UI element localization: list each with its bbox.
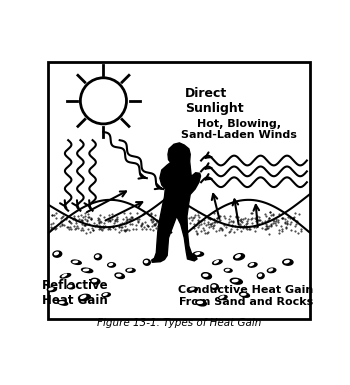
Ellipse shape	[202, 273, 211, 279]
Ellipse shape	[267, 268, 276, 273]
Ellipse shape	[73, 261, 78, 263]
Ellipse shape	[259, 274, 261, 276]
Ellipse shape	[250, 263, 253, 266]
Ellipse shape	[81, 295, 86, 298]
Ellipse shape	[145, 261, 148, 263]
Ellipse shape	[248, 263, 257, 267]
Ellipse shape	[220, 296, 224, 298]
Ellipse shape	[53, 251, 62, 257]
FancyBboxPatch shape	[48, 62, 310, 319]
Text: Hot, Blowing,
Sand-Laden Winds: Hot, Blowing, Sand-Laden Winds	[181, 119, 297, 140]
Ellipse shape	[218, 295, 227, 300]
Ellipse shape	[102, 293, 110, 297]
Ellipse shape	[84, 269, 89, 271]
Ellipse shape	[60, 302, 64, 303]
Ellipse shape	[82, 268, 93, 273]
Text: Conductive Heat Gain
From Sand and Rocks: Conductive Heat Gain From Sand and Rocks	[178, 285, 314, 307]
Text: Reflective
Heat Gain: Reflective Heat Gain	[42, 279, 108, 307]
Polygon shape	[152, 143, 201, 262]
Ellipse shape	[108, 263, 116, 267]
Ellipse shape	[69, 285, 72, 287]
Ellipse shape	[104, 293, 107, 295]
Ellipse shape	[189, 287, 197, 291]
Ellipse shape	[257, 273, 264, 279]
Ellipse shape	[232, 280, 238, 282]
Ellipse shape	[94, 254, 101, 260]
Ellipse shape	[195, 253, 199, 254]
Ellipse shape	[230, 278, 242, 284]
Ellipse shape	[47, 287, 56, 291]
Ellipse shape	[241, 294, 246, 295]
Ellipse shape	[144, 259, 150, 265]
Ellipse shape	[236, 255, 240, 258]
Ellipse shape	[92, 280, 97, 282]
Ellipse shape	[212, 260, 222, 264]
Ellipse shape	[126, 268, 135, 272]
Ellipse shape	[190, 288, 194, 290]
Text: Direct
Sunlight: Direct Sunlight	[185, 87, 244, 115]
Ellipse shape	[224, 268, 232, 272]
Ellipse shape	[62, 274, 66, 277]
Ellipse shape	[91, 278, 100, 284]
Ellipse shape	[67, 285, 75, 289]
Ellipse shape	[226, 270, 229, 271]
Ellipse shape	[234, 254, 244, 260]
Ellipse shape	[60, 274, 71, 278]
Ellipse shape	[215, 261, 218, 263]
Ellipse shape	[71, 260, 81, 264]
Ellipse shape	[109, 264, 112, 265]
Ellipse shape	[198, 301, 202, 303]
Ellipse shape	[128, 269, 132, 271]
Ellipse shape	[285, 261, 289, 263]
Ellipse shape	[283, 259, 293, 265]
Ellipse shape	[55, 252, 58, 255]
Ellipse shape	[115, 273, 124, 278]
Ellipse shape	[239, 292, 250, 297]
Ellipse shape	[211, 284, 218, 290]
Ellipse shape	[49, 288, 53, 290]
Ellipse shape	[269, 269, 273, 271]
Ellipse shape	[78, 294, 90, 301]
Ellipse shape	[196, 300, 206, 306]
Ellipse shape	[212, 285, 216, 287]
Ellipse shape	[203, 274, 208, 276]
Text: Figure 13-1. Types of Heat Gain: Figure 13-1. Types of Heat Gain	[97, 318, 261, 328]
Ellipse shape	[193, 252, 204, 256]
Circle shape	[80, 78, 126, 124]
Ellipse shape	[58, 301, 68, 305]
Ellipse shape	[117, 275, 121, 276]
Ellipse shape	[96, 255, 99, 257]
